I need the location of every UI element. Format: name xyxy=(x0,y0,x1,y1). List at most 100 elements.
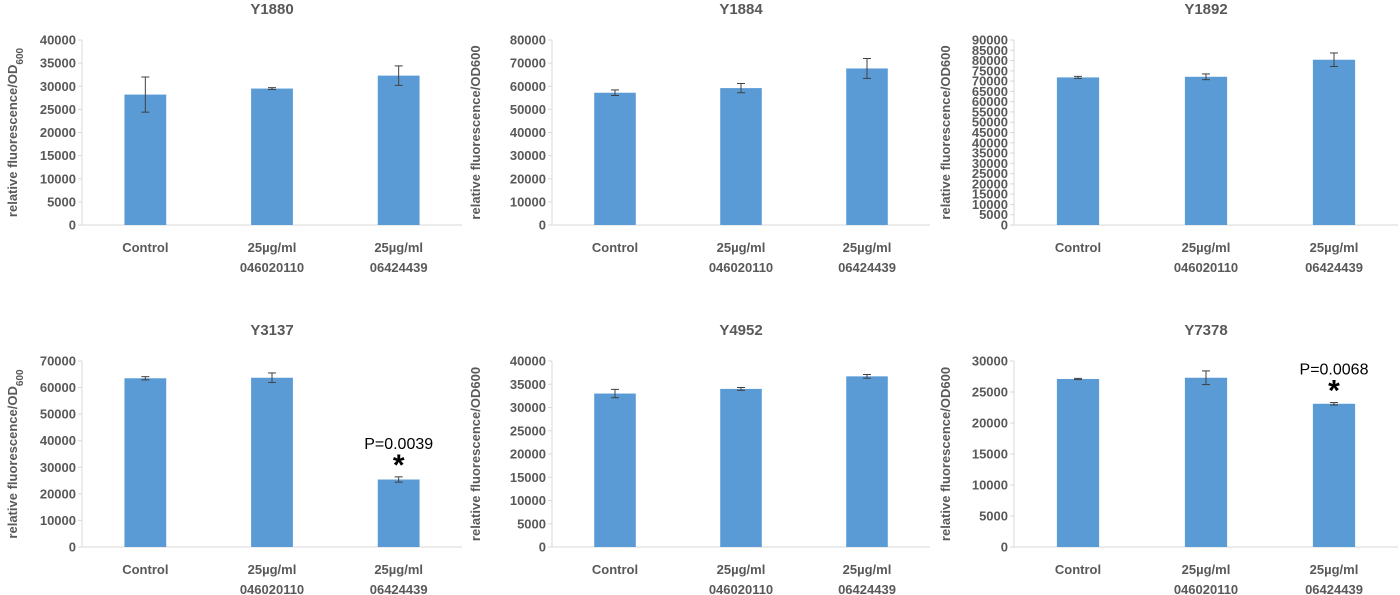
x-category-label: 046020110 xyxy=(1174,260,1238,275)
y-axis-title: relative fluorescence/OD600 xyxy=(468,367,483,541)
bar xyxy=(377,75,420,225)
bar xyxy=(720,88,762,225)
error-bar xyxy=(611,89,619,96)
y-tick-label: 70000 xyxy=(40,354,76,369)
y-tick-label: 30000 xyxy=(40,460,76,475)
chart-title: Y1880 xyxy=(250,1,293,18)
y-tick-label: 30000 xyxy=(972,354,1008,369)
x-category-label: 046020110 xyxy=(240,260,304,275)
chart-panel-Y1884: Y1884 0 10000 20000 30000 40000 50000 60000 7000… xyxy=(468,1,930,275)
y-tick-label: 15000 xyxy=(972,447,1008,462)
chart-panel-Y3137: Y3137 0 10000 20000 30000 40000 50000 60000 7000… xyxy=(5,322,462,595)
error-bar xyxy=(737,82,745,94)
x-category-label: Control xyxy=(1055,562,1101,577)
bar xyxy=(124,378,167,547)
y-tick-label: 30000 xyxy=(972,156,1008,171)
y-tick-label: 5000 xyxy=(979,207,1008,222)
y-tick-label: 20000 xyxy=(510,447,546,462)
bar xyxy=(1056,77,1100,226)
p-value-label: P=0.0068 xyxy=(1300,362,1369,379)
chart-title: Y7378 xyxy=(1184,322,1227,339)
y-tick-label: 65000 xyxy=(972,84,1008,99)
y-axis-title-main: relative fluorescence/OD600 xyxy=(938,367,953,541)
error-bar xyxy=(1330,52,1338,68)
y-tick-label: 80000 xyxy=(972,53,1008,68)
y-tick-label: 30000 xyxy=(510,148,546,163)
x-category-label: 25µg/ml xyxy=(1182,562,1231,577)
y-tick-label: 15000 xyxy=(40,148,76,163)
y-tick-label: 20000 xyxy=(40,486,76,501)
error-bar xyxy=(394,476,403,483)
y-axis-title: relative fluorescence/OD600 xyxy=(468,45,483,219)
x-category-label: Control xyxy=(592,240,638,255)
chart-title: Y1884 xyxy=(719,1,763,18)
significance-star: * xyxy=(1328,375,1340,408)
y-axis-title: relative fluorescence/OD600 xyxy=(938,45,953,219)
bar xyxy=(251,377,293,547)
bar xyxy=(1056,378,1100,547)
y-tick-label: 25000 xyxy=(510,423,546,438)
bar xyxy=(846,376,888,547)
y-axis-title-subscript: 600 xyxy=(15,47,26,64)
y-tick-label: 0 xyxy=(1001,218,1008,233)
p-value-label: P=0.0039 xyxy=(364,436,433,453)
x-category-label: Control xyxy=(592,562,638,577)
y-tick-label: 0 xyxy=(539,218,546,233)
y-tick-label: 70000 xyxy=(972,74,1008,89)
y-tick-label: 15000 xyxy=(510,470,546,485)
y-axis-title-main: relative fluorescence/OD xyxy=(5,65,20,217)
x-category-label: 06424439 xyxy=(838,582,896,595)
y-tick-label: 10000 xyxy=(972,197,1008,212)
y-tick-label: 60000 xyxy=(510,79,546,94)
y-axis-title-subscript: 600 xyxy=(15,369,26,386)
y-tick-label: 50000 xyxy=(510,102,546,117)
x-category-label: 046020110 xyxy=(709,582,773,595)
y-tick-label: 20000 xyxy=(972,176,1008,191)
bar xyxy=(720,388,762,547)
error-bar xyxy=(1074,377,1082,381)
y-tick-label: 5000 xyxy=(47,194,76,209)
y-tick-label: 10000 xyxy=(972,478,1008,493)
y-tick-label: 0 xyxy=(1001,540,1008,555)
y-tick-label: 85000 xyxy=(972,43,1008,58)
y-tick-label: 50000 xyxy=(972,115,1008,130)
y-tick-label: 55000 xyxy=(972,104,1008,119)
chart-panel-Y1880: Y1880 0 5000 10000 15000 20000 25000 30000 35000… xyxy=(5,1,462,275)
y-tick-label: 75000 xyxy=(972,63,1008,78)
y-tick-label: 25000 xyxy=(40,102,76,117)
chart-title: Y4952 xyxy=(719,322,762,339)
bar xyxy=(1184,377,1228,547)
y-tick-label: 5000 xyxy=(517,516,546,531)
y-tick-label: 30000 xyxy=(510,400,546,415)
chart-panel-Y4952: Y4952 0 5000 10000 15000 20000 25000 30000 35000… xyxy=(468,322,930,595)
y-tick-label: 40000 xyxy=(972,135,1008,150)
x-category-label: 25µg/ml xyxy=(1310,562,1359,577)
x-category-label: 25µg/ml xyxy=(374,562,423,577)
error-bar xyxy=(141,76,150,113)
error-bar xyxy=(1330,402,1338,406)
y-axis-title: relative fluorescence/OD600 xyxy=(938,367,953,541)
y-tick-label: 20000 xyxy=(972,416,1008,431)
x-category-label: 25µg/ml xyxy=(717,240,766,255)
y-tick-label: 40000 xyxy=(40,33,76,48)
x-category-label: 06424439 xyxy=(370,582,428,595)
bar xyxy=(594,393,636,547)
error-bar xyxy=(1074,75,1082,79)
y-tick-label: 35000 xyxy=(510,377,546,392)
bar xyxy=(124,94,167,225)
x-category-label: 046020110 xyxy=(1174,582,1238,595)
y-tick-label: 15000 xyxy=(972,187,1008,202)
x-category-label: 25µg/ml xyxy=(374,240,423,255)
y-axis-title: relative fluorescence/OD600 xyxy=(5,47,26,217)
chart-panel-Y1892: Y1892 05000100001500020000250003000035000… xyxy=(938,1,1398,275)
y-tick-label: 0 xyxy=(69,540,76,555)
y-tick-label: 20000 xyxy=(40,125,76,140)
y-axis-title-main: relative fluorescence/OD600 xyxy=(468,367,483,541)
y-axis-title-main: relative fluorescence/OD600 xyxy=(468,45,483,219)
x-category-label: 25µg/ml xyxy=(843,562,892,577)
bar xyxy=(1312,59,1356,225)
error-bar xyxy=(611,388,619,399)
error-bar xyxy=(394,65,403,86)
y-tick-label: 10000 xyxy=(40,513,76,528)
